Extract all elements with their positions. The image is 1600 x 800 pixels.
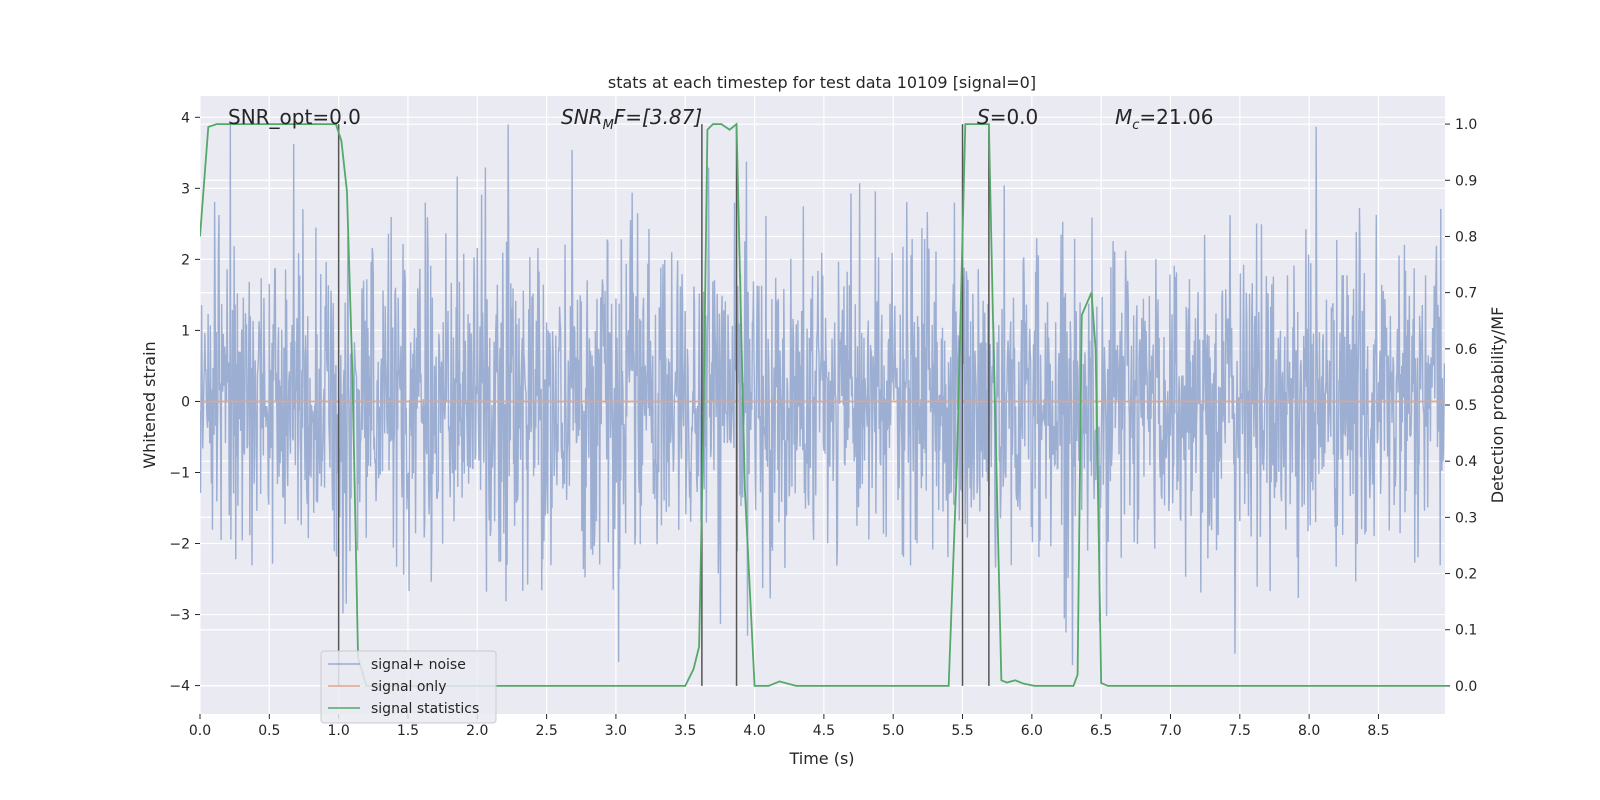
signal-plus-noise-series [200,124,1445,666]
x-tick-label: 7.0 [1159,723,1181,739]
y-tick-label-right: 0.5 [1455,398,1477,414]
x-tick-label: 3.0 [605,723,627,739]
y-tick-label-left: −4 [169,679,190,695]
y-tick-label-right: 0.4 [1455,454,1477,470]
y-tick-label-left: 0 [181,394,190,410]
x-tick-label: 0.5 [258,723,280,739]
y-axis-label-right: Detection probability/MF [1488,307,1507,504]
x-tick-label: 6.0 [1021,723,1043,739]
y-tick-label-left: 2 [181,252,190,268]
signal-plus-noise-line [200,124,1445,666]
y-tick-label-right: 0.7 [1455,286,1477,302]
axis-ticks: 0.0 0.5 1.0 1.5 2.0 2.5 3.0 3.5 4.0 4.5 5.0 5.5 6.0 6… [169,110,1477,739]
signal-statistics-series [200,122,1445,687]
legend-box [320,650,497,724]
legend: signal+ noise signal only signal statist… [320,650,497,724]
annotation-snr-opt: SNR_opt=0.0 [228,105,361,129]
y-tick-label-right: 0.0 [1455,679,1477,695]
y-tick-label-right: 0.8 [1455,229,1477,245]
y-tick-label-right: 0.3 [1455,510,1477,526]
y-tick-label-left: −2 [169,537,190,553]
annotation-s: S=0.0 [977,105,1038,129]
x-tick-label: 8.0 [1298,723,1320,739]
y-tick-label-right: 0.9 [1455,173,1477,189]
y-tick-label-left: 4 [181,110,190,126]
x-tick-label: 1.5 [397,723,419,739]
x-tick-label: 2.0 [466,723,488,739]
y-tick-label-left: −1 [169,465,190,481]
signal-statistics-line [200,122,1445,687]
y-tick-label-left: −3 [169,608,190,624]
x-tick-label: 0.0 [189,723,211,739]
x-tick-label: 2.5 [535,723,557,739]
legend-label-signal-plus-noise: signal+ noise [371,657,466,673]
legend-label-signal-statistics: signal statistics [371,701,479,717]
y-tick-label-right: 0.1 [1455,623,1477,639]
x-tick-label: 4.5 [813,723,835,739]
vertical-markers [337,124,990,686]
chart-title: stats at each timestep for test data 101… [608,73,1036,92]
y-tick-label-right: 0.2 [1455,567,1477,583]
y-axis-label-left: Whitened strain [140,341,159,468]
y-tick-label-left: 1 [181,323,190,339]
x-tick-label: 4.0 [743,723,765,739]
annotation-snr-mf: SNRMF=[3.87] [561,105,702,133]
x-tick-label: 3.5 [674,723,696,739]
x-tick-label: 1.0 [328,723,350,739]
y-tick-label-right: 0.6 [1455,342,1477,358]
x-tick-label: 5.0 [882,723,904,739]
x-axis-label: Time (s) [788,749,854,768]
legend-label-signal-only: signal only [371,679,446,695]
x-tick-label: 5.5 [951,723,973,739]
y-tick-label-left: 3 [181,181,190,197]
annotation-mc: Mc=21.06 [1115,105,1213,133]
x-tick-label: 8.5 [1367,723,1389,739]
x-tick-label: 6.5 [1090,723,1112,739]
x-tick-label: 7.5 [1229,723,1251,739]
y-tick-label-right: 1.0 [1455,117,1477,133]
